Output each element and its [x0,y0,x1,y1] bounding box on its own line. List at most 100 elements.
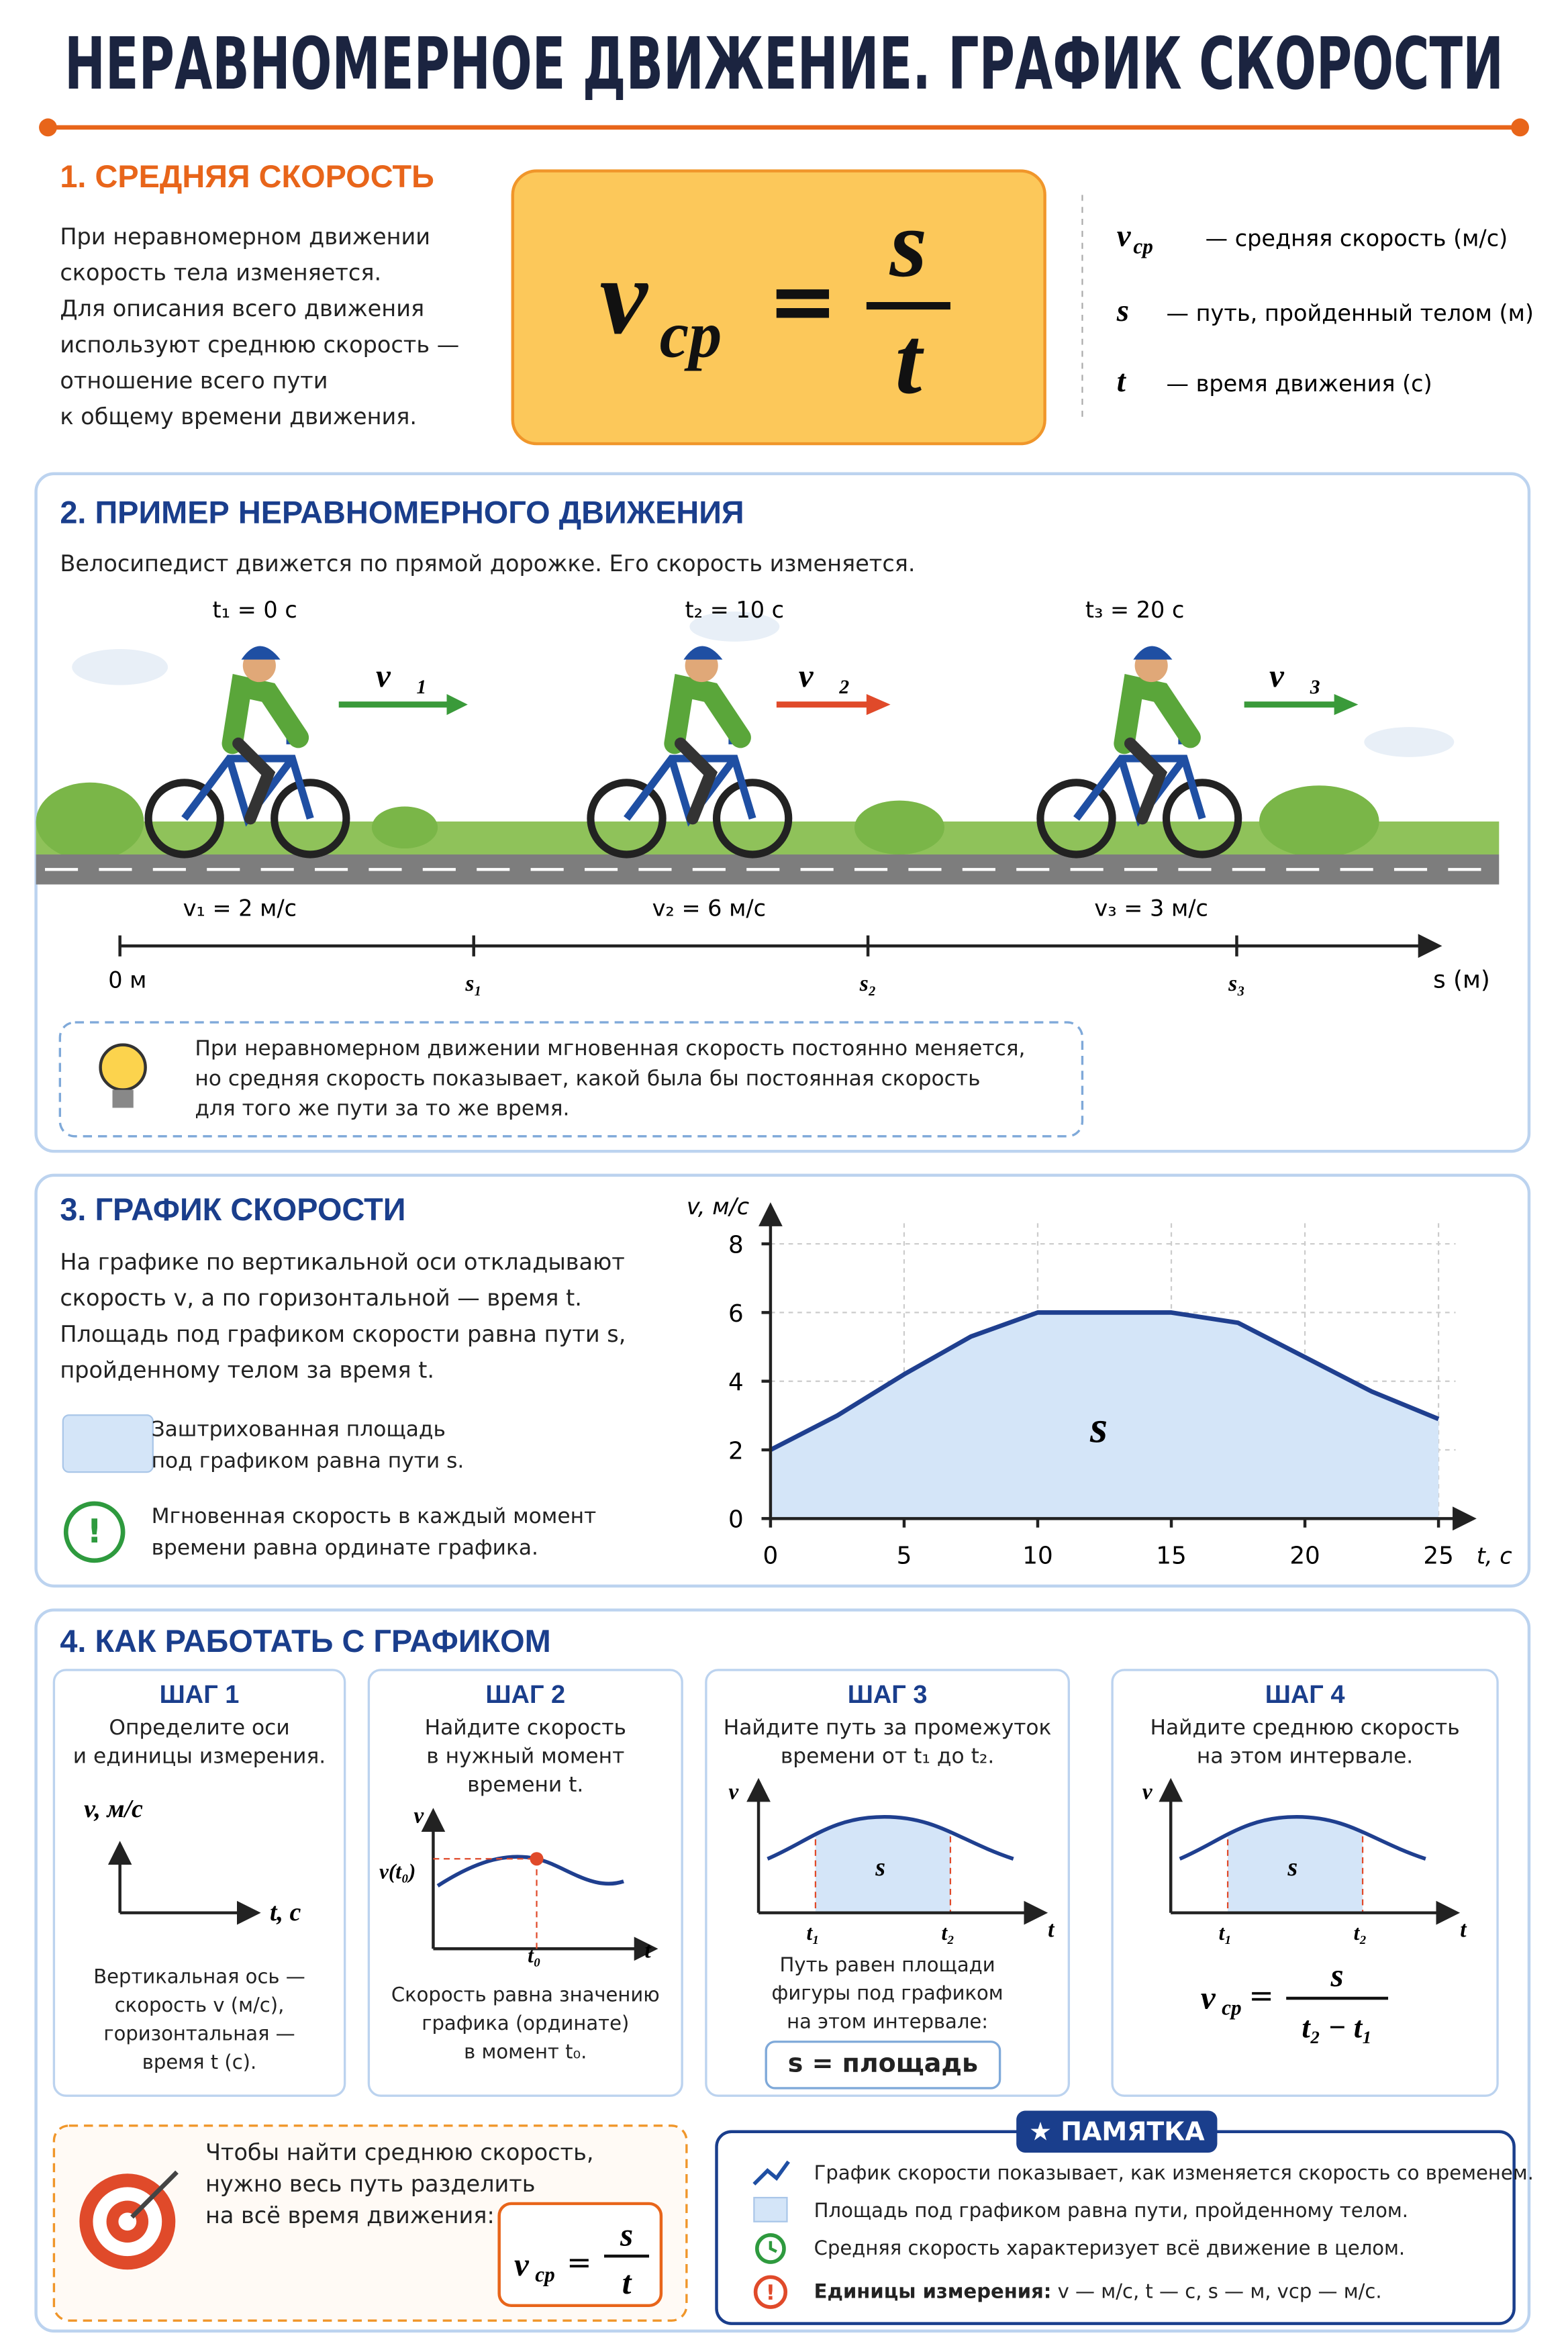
step-label: v(t₀) [379,1859,415,1883]
step-label: t₂ [942,1921,955,1945]
scenery [36,611,1500,885]
formula-sub: ср [535,2263,555,2286]
memo-icons [752,2160,790,2309]
formula-den: t₂ − t₁ [1302,2010,1372,2044]
step-label: t [1048,1917,1055,1942]
section-heading: 1. СРЕДНЯЯ СКОРОСТЬ [60,160,434,197]
y-tick-label: 2 [728,1437,744,1465]
step-label: t, с [270,1898,301,1926]
step-label: t [644,1939,652,1963]
step-title: ШАГ 3 [847,1680,928,1709]
formula-den: t [622,2264,632,2301]
formula-box [511,169,1046,446]
formula-v: v [1201,1979,1216,2016]
step-box-text: s = площадь [787,2049,979,2079]
distance-label: s₂ [859,971,877,996]
formula-den: t [895,307,925,413]
legend-text: Мгновенная скорость в каждый момент врем… [151,1505,597,1561]
step-label: v [728,1779,739,1804]
x-axis-title: t, с [1477,1542,1512,1569]
step-label: t₂ [1354,1921,1367,1945]
rider-vector: v⃗₁ [376,657,428,694]
memo-item: Площадь под графиком равна пути, пройден… [814,2200,1409,2223]
definition-sub: ср [1133,234,1153,258]
target-icon [79,2170,179,2270]
section-box [34,472,1531,1153]
velocity-chart: 0 2 4 6 8 0 5 10 15 20 25 v, м/с t, с s [687,1193,1512,1569]
rider-time: t₃ = 20 с [1085,597,1185,623]
step-text: Найдите скорость в нужный момент времени… [424,1716,626,1798]
formula-v: v [514,2246,530,2283]
line [769,1310,1440,1452]
memo-item: График скорости показывает, как изменяет… [814,2163,1534,2186]
distance-label: s₁ [464,971,482,996]
step-label: v, м/с [84,1795,143,1823]
formula-sub: ср [1222,1996,1242,2020]
formula-num: s [889,191,928,297]
step-label: s [875,1853,885,1881]
tip-formula-box [497,2202,663,2308]
step-label: t₁ [1219,1921,1232,1945]
section-box [34,1173,1531,1588]
memo-units-text: v — м/с, t — с, s — м, vср — м/с. [1057,2282,1382,2304]
distance-axis-title: s (м) [1433,967,1490,994]
formula-eq: = [767,252,838,350]
rider-vector: v⃗₂ [799,657,850,694]
formula-sub: ср [660,299,722,372]
step-label: s [1287,1853,1297,1881]
y-tick-label: 0 [728,1506,744,1534]
step-text: Найдите среднюю скорость на этом интерва… [1150,1716,1460,1769]
section-heading: 4. КАК РАБОТАТЬ С ГРАФИКОМ [60,1624,551,1660]
step-label: t₁ [807,1921,820,1945]
definition-symbol: t [1117,364,1127,399]
formula-num: s [620,2216,633,2253]
x-tick-label: 5 [897,1542,912,1569]
step-text: Найдите путь за промежуток времени от t₁… [723,1716,1052,1769]
y-tick-label: 4 [728,1369,744,1396]
rider-speed: v₁ = 2 м/с [183,895,297,922]
section-text: На графике по вертикальной оси откладыва… [60,1248,626,1384]
tip-text: Чтобы найти среднюю скорость, нужно весь… [205,2139,594,2229]
definition-text: — путь, пройденный телом (м) [1167,300,1534,326]
definition-text: — время движения (с) [1167,371,1432,397]
step-cards [52,1669,1499,2097]
rider-speed: v₂ = 6 м/с [652,895,766,922]
step-label: v [413,1804,424,1828]
step-caption: Скорость равна значению графика (ординат… [391,1984,660,2065]
x-tick-label: 20 [1289,1542,1320,1569]
info-icon [63,1501,126,1563]
rider-vector: v⃗₃ [1269,657,1321,694]
section-heading: 2. ПРИМЕР НЕРАВНОМЕРНОГО ДВИЖЕНИЯ [60,496,744,531]
rider-speed: v₃ = 3 м/с [1094,895,1208,922]
distance-label: s₃ [1228,971,1245,996]
memo-units: Единицы измерения: v — м/с, t — с, s — м… [814,2279,1382,2307]
step-title: ШАГ 1 [159,1680,240,1709]
step-label: v [1142,1779,1153,1804]
step-caption: Путь равен площади фигуры под графиком н… [771,1955,1003,2035]
area-label: s [1089,1402,1108,1452]
step-label: t [1460,1917,1467,1942]
x-tick-label: 0 [763,1542,779,1569]
legend-text: Заштрихованная площадь под графиком равн… [151,1418,464,1474]
step-label: t₀ [528,1943,541,1967]
divider-dot [1511,118,1529,137]
divider-dot [39,118,57,137]
memo-title: ★ ПАМЯТКА [1029,2116,1205,2146]
section-box [34,1608,1531,2333]
x-tick-label: 25 [1423,1542,1453,1569]
y-tick-label: 8 [728,1231,744,1259]
step-caption: Вертикальная ось — скорость v (м/с), гор… [93,1967,305,2075]
section-text: Велосипедист движется по прямой дорожке.… [60,550,916,577]
rider-time: t₁ = 0 с [213,597,297,623]
step-title: ШАГ 4 [1265,1680,1345,1709]
area [770,1312,1439,1519]
memo-warn-icon: ! [766,2281,775,2305]
bulb-icon [99,1043,147,1108]
memo-units-label: Единицы измерения: [814,2282,1052,2304]
legend-swatch [62,1414,154,1473]
y-axis-title: v, м/с [687,1193,749,1220]
definition-text: — средняя скорость (м/с) [1206,225,1508,251]
rider-time: t₂ = 10 с [685,597,785,623]
section-heading: 3. ГРАФИК СКОРОСТИ [60,1193,406,1228]
